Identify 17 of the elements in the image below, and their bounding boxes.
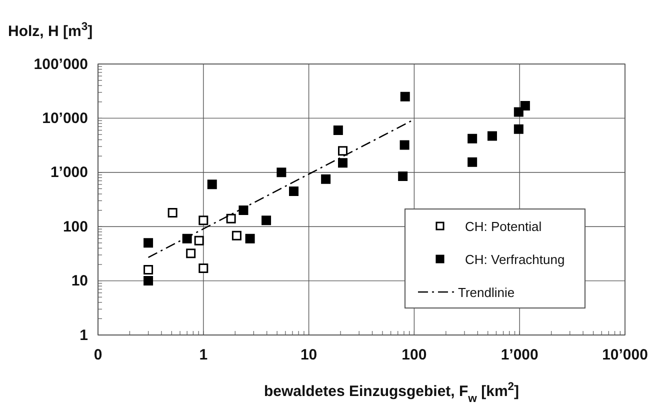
x-tick-label: 1 — [199, 346, 208, 364]
x-tick-label: 10 — [300, 346, 318, 364]
y-tick-label: 10 — [71, 272, 88, 290]
legend-label: CH: Verfrachtung — [465, 252, 565, 267]
y-tick-label: 10’000 — [42, 110, 88, 127]
x-tick-label: 10’000 — [602, 346, 648, 364]
y-axis-title: Holz, H [m$^{3}$] — [8, 21, 93, 40]
x-tick-label: 100 — [402, 346, 427, 364]
y-tick-label: 1 — [80, 326, 88, 344]
legend-label: CH: Potential — [465, 219, 542, 234]
x-axis-title: bewaldetes Einzugsgebiet, F$_{w}$ [km$^{2}$] — [264, 381, 520, 405]
y-tick-label: 100 — [62, 218, 88, 236]
y-tick-label: 1’000 — [50, 164, 88, 182]
x-tick-label: 1’000 — [500, 346, 538, 364]
legend-label: Trendlinie — [458, 285, 515, 300]
x-tick-label: 0 — [94, 346, 102, 364]
y-tick-label: 100’000 — [34, 56, 88, 73]
